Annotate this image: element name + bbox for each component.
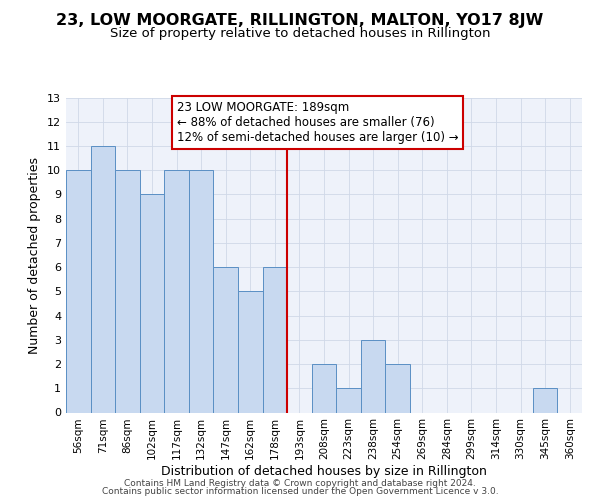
Y-axis label: Number of detached properties: Number of detached properties	[28, 156, 41, 354]
Bar	[189, 170, 214, 412]
Bar	[214, 267, 238, 412]
Text: Contains HM Land Registry data © Crown copyright and database right 2024.: Contains HM Land Registry data © Crown c…	[124, 478, 476, 488]
Bar	[91, 146, 115, 412]
Bar	[336, 388, 361, 412]
Bar	[164, 170, 189, 412]
Bar	[361, 340, 385, 412]
Bar	[140, 194, 164, 412]
Bar	[238, 292, 263, 412]
Bar	[533, 388, 557, 412]
Bar	[385, 364, 410, 412]
Text: Contains public sector information licensed under the Open Government Licence v : Contains public sector information licen…	[101, 487, 499, 496]
X-axis label: Distribution of detached houses by size in Rillington: Distribution of detached houses by size …	[161, 465, 487, 478]
Text: 23 LOW MOORGATE: 189sqm
← 88% of detached houses are smaller (76)
12% of semi-de: 23 LOW MOORGATE: 189sqm ← 88% of detache…	[176, 101, 458, 144]
Text: Size of property relative to detached houses in Rillington: Size of property relative to detached ho…	[110, 28, 490, 40]
Text: 23, LOW MOORGATE, RILLINGTON, MALTON, YO17 8JW: 23, LOW MOORGATE, RILLINGTON, MALTON, YO…	[56, 12, 544, 28]
Bar	[263, 267, 287, 412]
Bar	[115, 170, 140, 412]
Bar	[312, 364, 336, 412]
Bar	[66, 170, 91, 412]
